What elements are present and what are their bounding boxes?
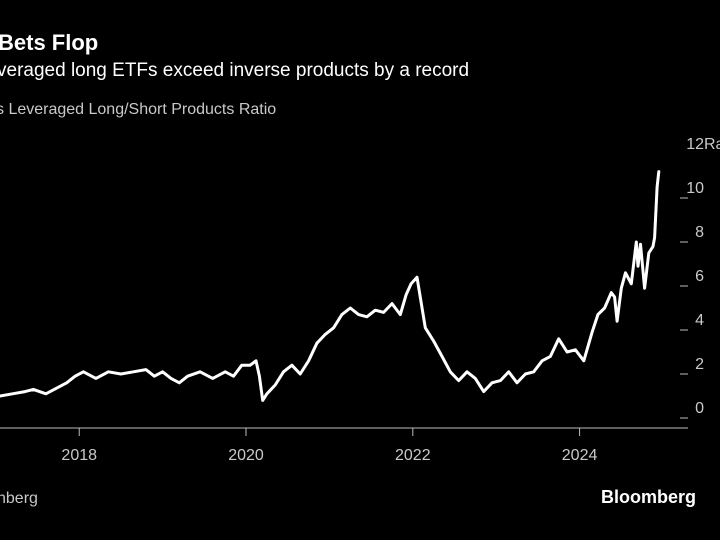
source-note: nberg	[0, 490, 38, 507]
x-tick-label-2022: 2022	[395, 447, 431, 464]
x-tick-label-2018: 2018	[61, 447, 97, 464]
chart-title: Bets Flop	[0, 30, 99, 55]
plot-area: 2018 2020 2022 2024 0 2 4 6 8 10 12Ratio	[0, 136, 720, 464]
y-tick-label-4: 4	[695, 312, 704, 329]
x-tick-label-2020: 2020	[228, 447, 264, 464]
y-tick-label-10: 10	[686, 180, 704, 197]
series-label: s Leveraged Long/Short Products Ratio	[0, 101, 277, 118]
x-tick-label-2024: 2024	[562, 447, 598, 464]
y-tick-label-0: 0	[695, 400, 704, 417]
series-line-0	[0, 170, 661, 402]
y-tick-label-6: 6	[695, 268, 704, 285]
y-tick-label-2: 2	[695, 356, 704, 373]
y-tick-label-12: 12	[686, 136, 704, 153]
y-tick-label-8: 8	[695, 224, 704, 241]
y-unit-label: Ratio	[704, 136, 720, 153]
chart-subtitle: veraged long ETFs exceed inverse product…	[0, 60, 470, 81]
bloomberg-logo: Bloomberg	[601, 487, 697, 507]
